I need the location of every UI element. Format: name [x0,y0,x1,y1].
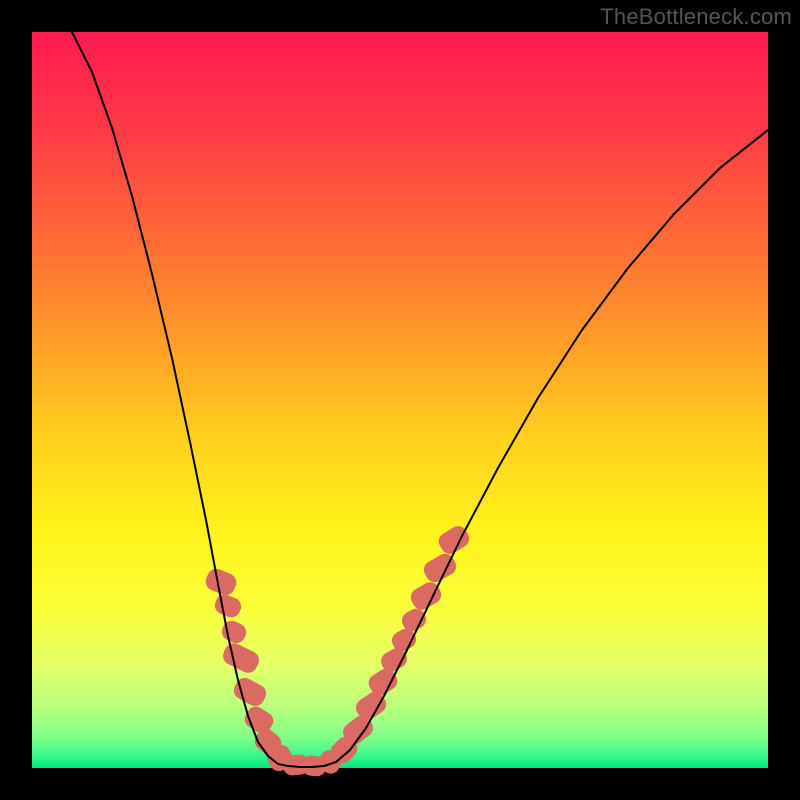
chart-container: TheBottleneck.com [0,0,800,800]
watermark-text: TheBottleneck.com [600,4,792,30]
bottleneck-chart [0,0,800,800]
